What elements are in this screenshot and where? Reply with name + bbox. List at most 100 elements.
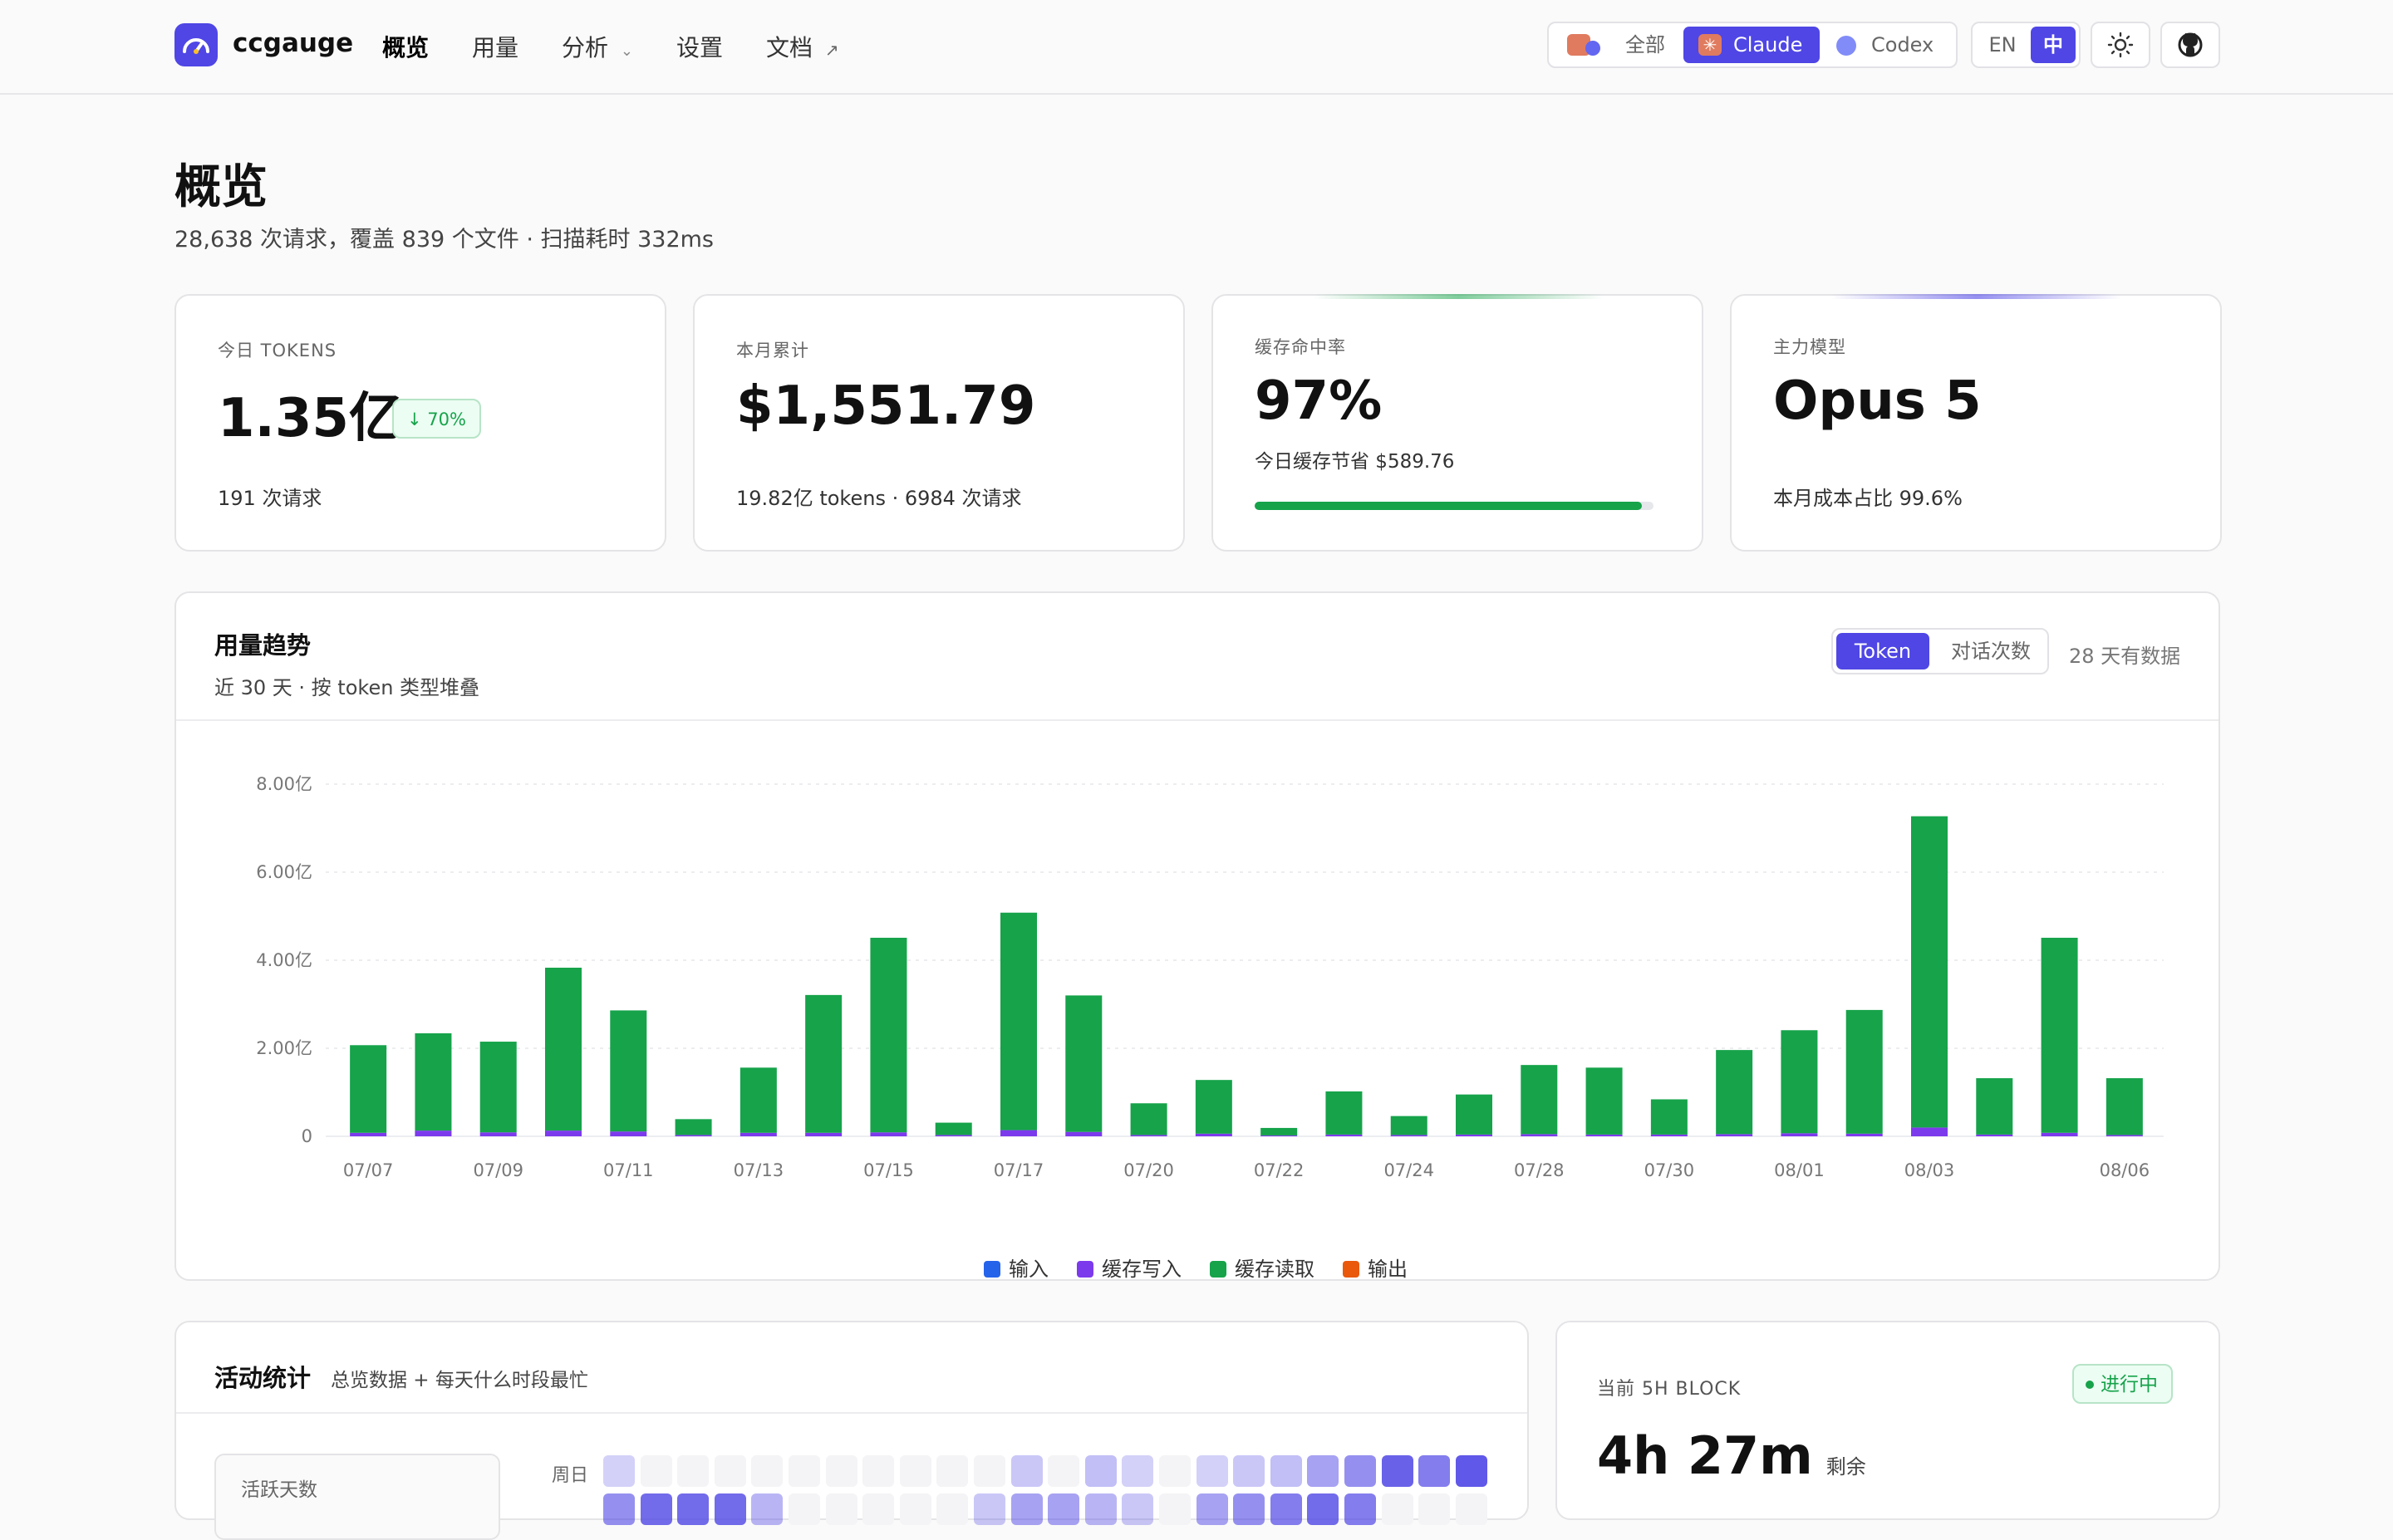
bar-segment[interactable] bbox=[1585, 1067, 1623, 1135]
bar-segment[interactable] bbox=[1911, 816, 1948, 1128]
bar-segment[interactable] bbox=[545, 968, 582, 1131]
heatmap-cell[interactable] bbox=[1196, 1493, 1228, 1525]
legend-output[interactable]: 输出 bbox=[1343, 1253, 1408, 1282]
heatmap-cell[interactable] bbox=[1270, 1493, 1302, 1525]
bar-segment[interactable] bbox=[415, 1130, 452, 1136]
bar-segment[interactable] bbox=[415, 1032, 452, 1131]
heatmap-cell[interactable] bbox=[1196, 1455, 1228, 1487]
heatmap-cell[interactable] bbox=[1010, 1455, 1043, 1487]
bar-segment[interactable] bbox=[1781, 1133, 1818, 1136]
heatmap-cell[interactable] bbox=[1233, 1493, 1265, 1525]
bar-segment[interactable] bbox=[2106, 1078, 2143, 1135]
tab-conversations[interactable]: 对话次数 bbox=[1951, 640, 2031, 663]
heatmap-cell[interactable] bbox=[1159, 1493, 1191, 1525]
bar-segment[interactable] bbox=[1260, 1127, 1298, 1135]
bar-segment[interactable] bbox=[1065, 995, 1103, 1132]
heatmap-cell[interactable] bbox=[936, 1455, 969, 1487]
github-link-button[interactable] bbox=[2160, 22, 2220, 68]
bar-segment[interactable] bbox=[1195, 1080, 1232, 1134]
legend-input[interactable]: 输入 bbox=[984, 1253, 1049, 1282]
bar-segment[interactable] bbox=[805, 1132, 843, 1136]
bar-segment[interactable] bbox=[1000, 1130, 1037, 1136]
bar-segment[interactable] bbox=[2041, 1132, 2078, 1136]
nav-analysis[interactable]: 分析 ⌄ bbox=[562, 30, 633, 63]
legend-cache-read[interactable]: 缓存读取 bbox=[1210, 1253, 1314, 1282]
heatmap-cell[interactable] bbox=[1233, 1455, 1265, 1487]
nav-docs[interactable]: 文档 ↗ bbox=[766, 30, 839, 63]
heatmap-cell[interactable] bbox=[1159, 1455, 1191, 1487]
heatmap-cell[interactable] bbox=[1455, 1493, 1487, 1525]
heatmap-cell[interactable] bbox=[714, 1455, 746, 1487]
heatmap-cell[interactable] bbox=[936, 1493, 969, 1525]
bar-segment[interactable] bbox=[1845, 1133, 1883, 1136]
bar-segment[interactable] bbox=[1716, 1134, 1753, 1136]
bar-segment[interactable] bbox=[740, 1132, 777, 1136]
heatmap-cell[interactable] bbox=[1084, 1455, 1117, 1487]
bar-segment[interactable] bbox=[1130, 1103, 1167, 1135]
bar-segment[interactable] bbox=[479, 1132, 517, 1136]
bar-segment[interactable] bbox=[1911, 1127, 1948, 1136]
bar-segment[interactable] bbox=[1260, 1135, 1298, 1136]
heatmap-cell[interactable] bbox=[603, 1455, 635, 1487]
bar-segment[interactable] bbox=[675, 1119, 712, 1135]
heatmap-cell[interactable] bbox=[1270, 1455, 1302, 1487]
legend-cache-write[interactable]: 缓存写入 bbox=[1077, 1253, 1182, 1282]
heatmap-cell[interactable] bbox=[603, 1493, 635, 1525]
bar-segment[interactable] bbox=[870, 937, 907, 1133]
heatmap-cell[interactable] bbox=[974, 1493, 1005, 1525]
bar-segment[interactable] bbox=[1456, 1134, 1492, 1136]
source-codex-button[interactable]: Codex bbox=[1825, 27, 1949, 63]
heatmap-cell[interactable] bbox=[1455, 1455, 1487, 1487]
bar-segment[interactable] bbox=[1716, 1050, 1753, 1135]
heatmap-cell[interactable] bbox=[1344, 1455, 1376, 1487]
heatmap-cell[interactable] bbox=[1307, 1455, 1339, 1487]
bar-segment[interactable] bbox=[610, 1131, 647, 1136]
bar-segment[interactable] bbox=[1325, 1091, 1363, 1135]
heatmap-cell[interactable] bbox=[1307, 1493, 1339, 1525]
bar-segment[interactable] bbox=[1390, 1135, 1427, 1136]
bar-segment[interactable] bbox=[2106, 1135, 2143, 1136]
bar-segment[interactable] bbox=[1781, 1030, 1818, 1134]
bar-segment[interactable] bbox=[935, 1135, 972, 1136]
brand-name[interactable]: ccgauge bbox=[233, 28, 354, 58]
bar-segment[interactable] bbox=[1650, 1099, 1688, 1135]
bar-segment[interactable] bbox=[1456, 1094, 1492, 1135]
heatmap-cell[interactable] bbox=[1048, 1493, 1080, 1525]
bar-segment[interactable] bbox=[1521, 1134, 1558, 1136]
heatmap-cell[interactable] bbox=[789, 1493, 820, 1525]
heatmap-cell[interactable] bbox=[751, 1493, 784, 1525]
heatmap-cell[interactable] bbox=[899, 1493, 931, 1525]
heatmap-cell[interactable] bbox=[677, 1493, 710, 1525]
heatmap-cell[interactable] bbox=[1048, 1455, 1080, 1487]
heatmap-cell[interactable] bbox=[1122, 1493, 1154, 1525]
heatmap-cell[interactable] bbox=[714, 1493, 746, 1525]
bar-segment[interactable] bbox=[610, 1010, 647, 1132]
source-all-button[interactable]: 全部 bbox=[1555, 27, 1680, 63]
heatmap-cell[interactable] bbox=[677, 1455, 710, 1487]
heatmap-cell[interactable] bbox=[1381, 1455, 1413, 1487]
theme-toggle-button[interactable] bbox=[2091, 22, 2150, 68]
bar-segment[interactable] bbox=[1650, 1134, 1688, 1136]
heatmap-cell[interactable] bbox=[640, 1455, 672, 1487]
bar-segment[interactable] bbox=[1521, 1065, 1558, 1135]
heatmap-cell[interactable] bbox=[1418, 1455, 1451, 1487]
bar-segment[interactable] bbox=[1130, 1135, 1167, 1136]
bar-segment[interactable] bbox=[2041, 937, 2078, 1133]
heatmap-cell[interactable] bbox=[862, 1455, 895, 1487]
heatmap-cell[interactable] bbox=[974, 1455, 1005, 1487]
bar-segment[interactable] bbox=[935, 1122, 972, 1135]
tab-token[interactable]: Token bbox=[1836, 633, 1929, 669]
bar-segment[interactable] bbox=[1325, 1134, 1363, 1136]
heatmap-cell[interactable] bbox=[1418, 1493, 1451, 1525]
gauge-logo-icon[interactable] bbox=[174, 23, 218, 66]
heatmap-cell[interactable] bbox=[640, 1493, 672, 1525]
bar-segment[interactable] bbox=[350, 1132, 387, 1136]
bar-segment[interactable] bbox=[1000, 912, 1037, 1130]
heatmap-cell[interactable] bbox=[751, 1455, 784, 1487]
lang-en-button[interactable]: EN bbox=[1988, 33, 2017, 56]
bar-segment[interactable] bbox=[1065, 1131, 1103, 1136]
lang-zh-button[interactable]: 中 bbox=[2031, 27, 2076, 63]
heatmap-cell[interactable] bbox=[825, 1455, 857, 1487]
heatmap-cell[interactable] bbox=[1010, 1493, 1043, 1525]
bar-segment[interactable] bbox=[1585, 1134, 1623, 1136]
